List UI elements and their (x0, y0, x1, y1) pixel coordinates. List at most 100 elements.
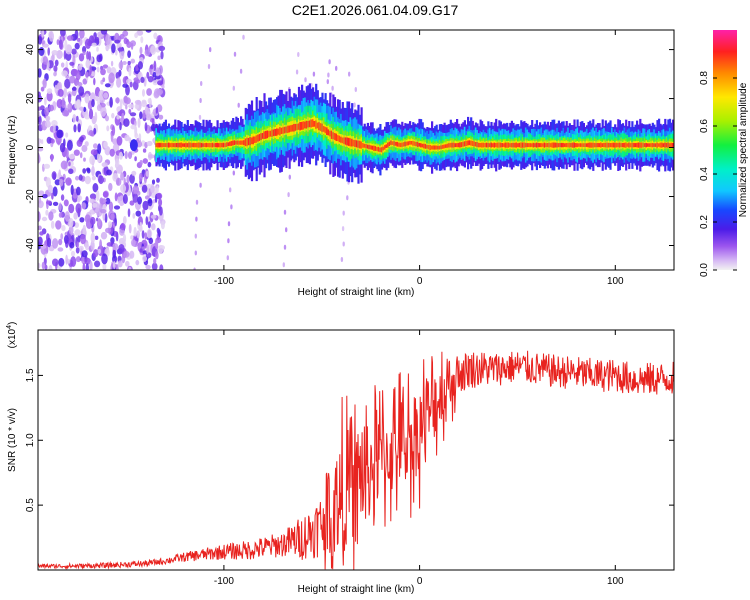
noise-speckle (127, 208, 131, 218)
noise-speckle (51, 120, 58, 127)
ridge-segment (488, 143, 492, 147)
ridge-segment (456, 143, 459, 148)
noise-speckle (97, 248, 102, 255)
ridge-segment (621, 143, 625, 148)
ridge-segment (207, 143, 210, 148)
ridge-segment (250, 137, 254, 145)
streak-dot (297, 52, 300, 57)
noise-speckle (109, 96, 113, 108)
streak-dot (348, 71, 351, 77)
noise-speckle (114, 192, 118, 202)
ridge-segment (562, 143, 565, 148)
noise-speckle (96, 104, 102, 112)
noise-speckle (147, 76, 154, 83)
ridge-segment (177, 142, 180, 148)
ridge-segment (210, 143, 213, 148)
noise-speckle (137, 117, 141, 128)
ridge-segment (271, 129, 274, 137)
streak-dot (287, 192, 290, 198)
ridge-segment (349, 138, 352, 147)
ridge-segment (384, 145, 387, 150)
ridge-segment (232, 140, 235, 146)
noise-speckle (139, 46, 143, 55)
noise-speckle (111, 43, 116, 54)
noise-speckle (151, 262, 158, 270)
noise-speckle (89, 216, 96, 225)
ridge-segment (369, 145, 373, 150)
streak-dot (346, 195, 349, 201)
ridge-segment (229, 141, 232, 146)
colorbar-tick-label: 0.0 (699, 263, 710, 277)
noise-speckle (130, 58, 136, 64)
ridge-segment (385, 144, 388, 148)
noise-speckle (69, 241, 75, 249)
noise-speckle (139, 111, 143, 120)
noise-speckle (84, 141, 89, 147)
streak-dot (242, 34, 245, 40)
noise-speckle (73, 212, 78, 220)
noise-speckle (50, 138, 55, 144)
noise-speckle (44, 107, 50, 117)
noise-speckle (145, 170, 149, 177)
ridge-segment (352, 139, 355, 147)
ridge-segment (498, 142, 501, 148)
snr-y-axis-label: SNR (10 * v/v) (7, 408, 18, 472)
noise-speckle (78, 106, 84, 111)
ridge-segment (340, 136, 343, 143)
streak-dot (281, 280, 283, 285)
noise-speckle (47, 184, 53, 193)
ridge-segment (421, 143, 424, 148)
ridge-segment (565, 143, 568, 148)
streak-dot (295, 69, 299, 75)
noise-speckle (75, 115, 79, 122)
noise-speckle (79, 217, 85, 223)
ridge-segment (387, 142, 390, 148)
ridge-segment (471, 140, 474, 146)
noise-speckle (71, 86, 77, 91)
noise-speckle (145, 264, 151, 270)
noise-speckle (93, 77, 96, 86)
ridge-segment (523, 142, 526, 148)
noise-speckle (76, 37, 81, 42)
noise-speckle (82, 78, 88, 85)
noise-speckle (116, 136, 123, 146)
streak-dot (229, 187, 232, 193)
noise-speckle (120, 172, 125, 181)
noise-speckle (125, 260, 130, 267)
noise-speckle (118, 244, 125, 253)
ridge-segment (589, 142, 592, 148)
noise-speckle (41, 261, 46, 270)
noise-speckle (140, 76, 145, 83)
noise-speckle (76, 99, 82, 109)
noise-speckle (38, 68, 42, 78)
noise-speckle (56, 82, 61, 90)
ridge-segment (365, 144, 368, 149)
noise-speckle (76, 197, 81, 203)
noise-speckle (77, 123, 81, 133)
noise-speckle (68, 168, 74, 175)
streak-dot (230, 204, 233, 210)
ridge-segment (510, 142, 513, 148)
noise-speckle (85, 242, 89, 251)
noise-speckle (89, 64, 92, 76)
ridge-segment (607, 142, 611, 148)
ridge-segment (449, 142, 452, 148)
noise-speckle (38, 211, 41, 222)
ridge-segment (639, 142, 642, 148)
noise-speckle (158, 244, 164, 255)
ridge-segment (670, 142, 673, 148)
ridge-segment (172, 143, 175, 148)
ridge-segment (254, 136, 257, 143)
ridge-segment (358, 140, 362, 149)
noise-speckle (123, 250, 130, 258)
spectrogram-y-axis-label: Frequency (Hz) (7, 116, 18, 185)
noise-speckle (45, 209, 49, 216)
noise-speckle (78, 174, 83, 181)
streak-dot (195, 216, 198, 222)
noise-speckle (38, 190, 45, 196)
noise-speckle (108, 72, 115, 84)
noise-speckle (38, 115, 42, 125)
streak-dot (340, 272, 342, 277)
noise-speckle (61, 70, 68, 77)
noise-speckle (82, 224, 87, 236)
